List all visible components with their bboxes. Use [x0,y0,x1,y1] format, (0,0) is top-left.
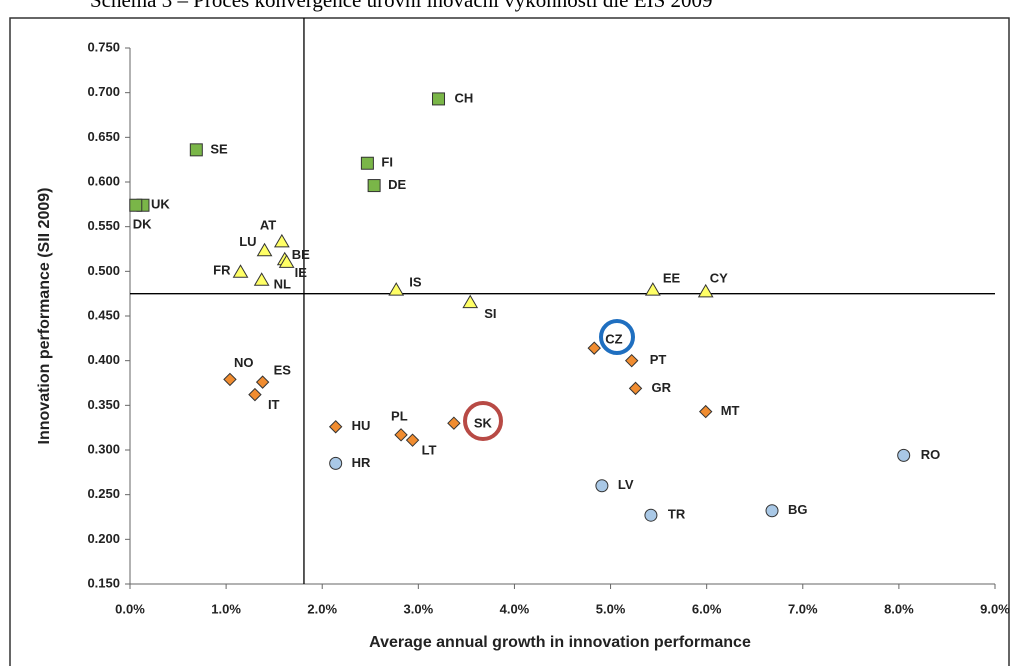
highlight-circle [463,401,503,441]
y-tick-label: 0.450 [87,307,120,322]
y-tick-label: 0.650 [87,129,120,144]
point [697,283,714,298]
y-tick-label: 0.300 [87,441,120,456]
x-tick-label: 4.0% [500,601,530,616]
point-label: TR [668,507,686,522]
y-tick-label: 0.400 [87,352,120,367]
point [256,242,273,257]
point-label: DE [388,177,406,192]
point-label: LT [422,443,437,458]
y-axis-label: Innovation performance (SII 2009) [36,188,53,445]
point-label: BE [292,247,310,262]
point [278,254,295,268]
point-label: IS [409,275,422,290]
point-label: BG [788,502,808,517]
point-label: CY [710,270,728,285]
point-label: EE [663,271,681,286]
point-label: SK [474,416,493,431]
point-label: CZ [605,332,622,347]
point-label: ES [274,363,292,378]
x-tick-label: 8.0% [884,601,914,616]
y-tick-label: 0.350 [87,397,120,412]
x-tick-label: 7.0% [788,601,818,616]
point-label: FI [381,155,393,170]
x-tick-label: 6.0% [692,601,722,616]
point-label: PL [391,408,408,423]
point [329,456,343,470]
point [897,448,911,462]
point [360,156,374,170]
point [328,420,343,434]
y-tick-label: 0.250 [87,486,120,501]
point [367,179,381,193]
point-label: DK [133,217,152,232]
point-label: MT [721,403,740,418]
frame [9,17,1010,666]
x-tick-label: 1.0% [211,601,241,616]
point-label: HU [352,418,371,433]
point [232,264,249,278]
x-axis-label: Average annual growth in innovation perf… [369,634,751,651]
point [273,233,290,248]
point-label: FR [213,263,231,278]
point-label: GR [652,380,672,395]
caption: Schéma 3 – Proces konvergence úrovní ino… [90,0,713,12]
y-tick-label: 0.700 [87,84,120,99]
point [248,387,262,402]
point [765,504,779,518]
point-label: UK [151,197,170,212]
point [624,353,639,368]
point [644,508,658,522]
point-label: RO [921,447,941,462]
point [394,428,408,442]
point-label: HR [352,455,371,470]
point [223,372,237,387]
y-tick-label: 0.500 [87,263,120,278]
point [698,404,713,419]
highlight-circle [599,319,635,355]
point-label: LU [239,234,256,249]
x-tick-label: 3.0% [404,601,434,616]
point-label: NO [234,355,254,370]
y-tick-label: 0.550 [87,218,120,233]
point [462,294,479,309]
point [255,375,270,389]
point [253,272,270,286]
point [628,381,643,396]
x-tick-label: 5.0% [596,601,626,616]
point [447,416,461,430]
point-label: NL [274,277,291,292]
point [432,92,446,106]
point-label: LV [618,477,634,492]
x-tick-label: 2.0% [307,601,337,616]
y-tick-label: 0.200 [87,531,120,546]
x-tick-label: 9.0% [980,601,1010,616]
x-tick-label: 0.0% [115,601,145,616]
y-tick-label: 0.600 [87,173,120,188]
point [388,282,405,296]
point [587,341,601,355]
point-label: SI [484,306,496,321]
y-tick-label: 0.150 [87,575,120,590]
point [644,282,661,296]
point-label: AT [260,217,276,232]
point-label: SE [210,141,228,156]
point-label: CH [455,90,474,105]
point [405,433,420,447]
point [189,143,203,157]
point [129,198,143,212]
point-label: IE [295,265,308,280]
point [595,479,609,493]
point-label: IT [268,397,280,412]
y-tick-label: 0.750 [87,39,120,54]
point-label: PT [650,352,667,367]
